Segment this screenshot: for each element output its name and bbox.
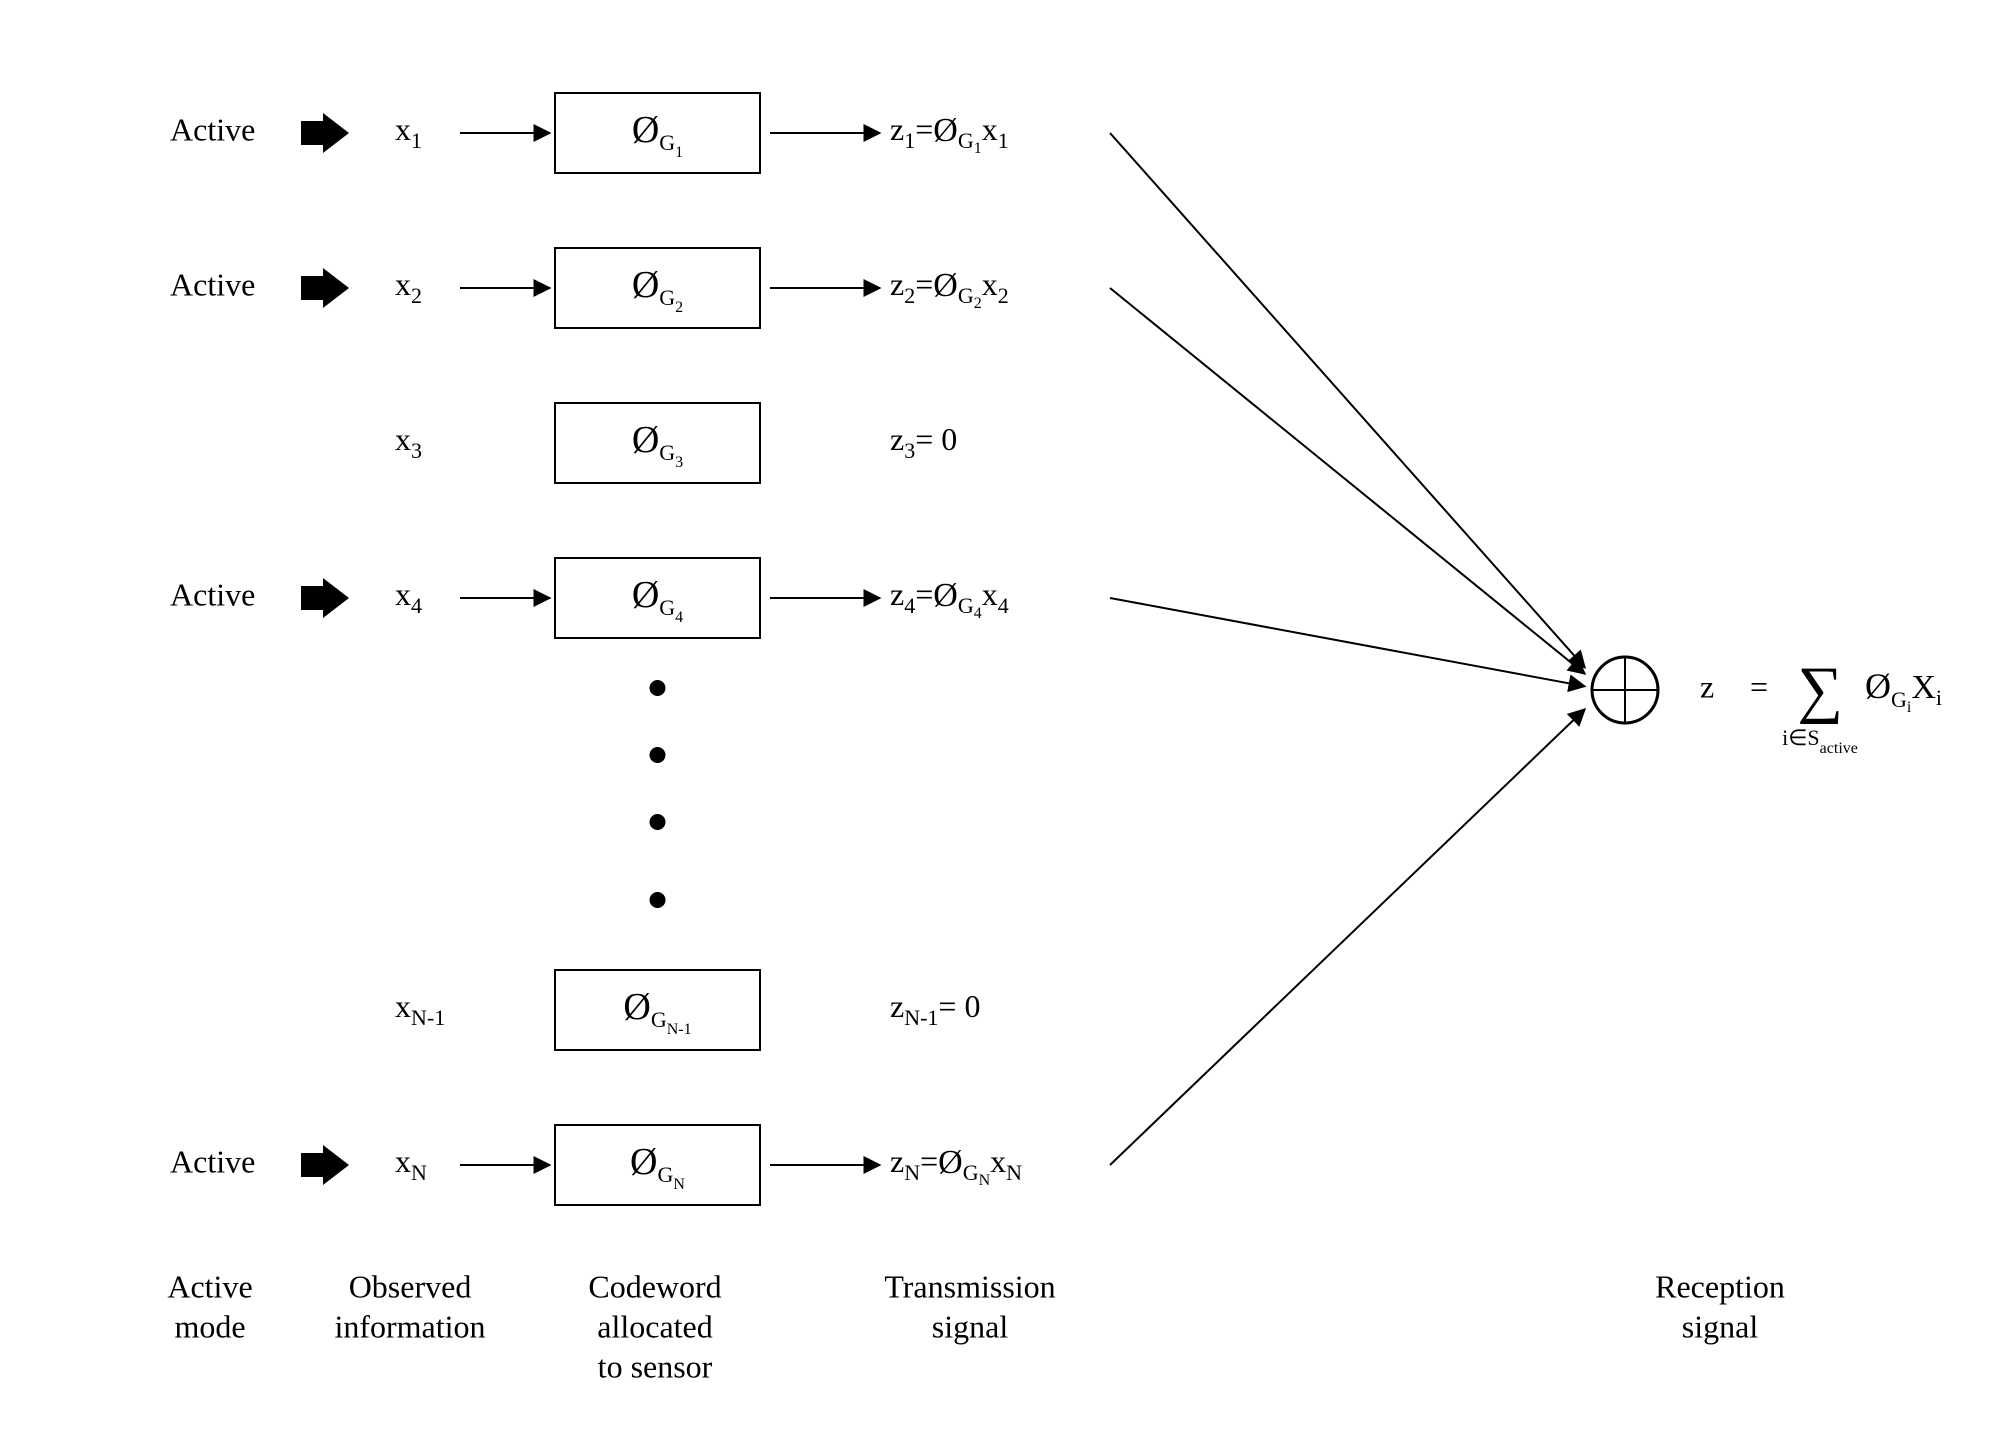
caption-active: Active — [167, 1268, 252, 1304]
z-label: z1=ØG1x1 — [890, 111, 1009, 156]
sum-eq: = — [1750, 668, 1768, 704]
x-label: x3 — [395, 421, 422, 463]
big-arrow-icon — [301, 113, 349, 153]
x-label: xN — [395, 1143, 427, 1185]
arrow — [1110, 709, 1585, 1165]
big-arrow-icon — [301, 1145, 349, 1185]
arrow — [1110, 133, 1585, 668]
svg-text:xN: xN — [395, 1143, 427, 1185]
caption-rx: Reception — [1655, 1268, 1785, 1304]
caption-observed: Observed — [349, 1268, 472, 1304]
active-label: Active — [170, 1143, 255, 1179]
arrow — [1110, 288, 1585, 674]
caption-observed: information — [334, 1308, 485, 1344]
caption-tx: signal — [932, 1308, 1009, 1344]
active-label: Active — [170, 266, 255, 302]
svg-text:x1: x1 — [395, 111, 422, 153]
z-label: zN=ØGNxN — [890, 1143, 1022, 1188]
x-label: x2 — [395, 266, 422, 308]
vdots-icon — [650, 747, 666, 763]
arrow — [1110, 598, 1585, 686]
z-label: z4=ØG4x4 — [890, 576, 1009, 621]
x-label: xN-1 — [395, 988, 445, 1030]
sum-lower: i∈Sactive — [1782, 725, 1858, 757]
caption-rx: signal — [1682, 1308, 1759, 1344]
vdots-icon — [650, 680, 666, 696]
active-label: Active — [170, 576, 255, 612]
diagram-svg: Activex1ØG1z1=ØG1x1Activex2ØG2z2=ØG2x2x3… — [0, 0, 2004, 1455]
z-label: z2=ØG2x2 — [890, 266, 1009, 311]
sigma-icon: ∑ — [1797, 654, 1843, 725]
caption-active: mode — [174, 1308, 245, 1344]
x-label: x4 — [395, 576, 422, 618]
big-arrow-icon — [301, 268, 349, 308]
caption-codeword: allocated — [597, 1308, 712, 1344]
caption-tx: Transmission — [884, 1268, 1055, 1304]
x-label: x1 — [395, 111, 422, 153]
vdots-icon — [650, 892, 666, 908]
svg-text:x2: x2 — [395, 266, 422, 308]
z-label: z3= 0 — [890, 421, 957, 463]
svg-text:x3: x3 — [395, 421, 422, 463]
caption-codeword: Codeword — [588, 1268, 721, 1304]
sum-term: ØGiXi — [1865, 666, 1942, 715]
svg-text:x4: x4 — [395, 576, 422, 618]
caption-codeword: to sensor — [598, 1348, 713, 1384]
z-label: zN-1= 0 — [890, 988, 980, 1030]
active-label: Active — [170, 111, 255, 147]
big-arrow-icon — [301, 578, 349, 618]
svg-text:xN-1: xN-1 — [395, 988, 445, 1030]
sum-z: z — [1700, 668, 1714, 704]
vdots-icon — [650, 814, 666, 830]
